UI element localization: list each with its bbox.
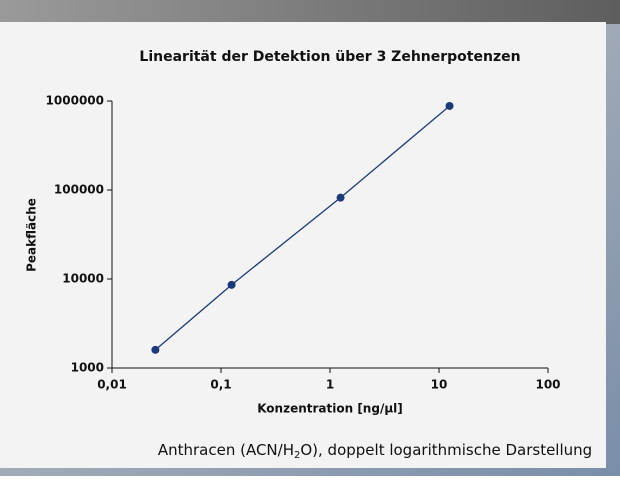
data-line (154, 105, 450, 351)
card (0, 22, 606, 468)
chart-title: Linearität der Detektion über 3 Zehnerpo… (139, 49, 520, 65)
caption-text: Anthracen (ACN/H (158, 441, 294, 459)
data-point (227, 280, 236, 289)
y-axis-label: Peakfläche (25, 198, 39, 272)
x-tick-label: 0,01 (97, 378, 127, 392)
top-band (0, 0, 620, 24)
caption-subscript: 2 (294, 450, 300, 461)
x-tick-label: 0,1 (210, 378, 231, 392)
y-tick-label: 10000 (62, 272, 104, 286)
y-tick-label: 1000000 (46, 94, 104, 108)
data-point (336, 193, 345, 202)
caption-text: O), doppelt logarithmische Darstellung (300, 441, 592, 459)
y-tick-label: 1000 (71, 361, 104, 375)
caption: Anthracen (ACN/H2O), doppelt logarithmis… (158, 441, 592, 462)
x-tick-label: 10 (431, 378, 448, 392)
x-axis-label: Konzentration [ng/µl] (257, 402, 403, 416)
x-tick-label: 1 (326, 378, 334, 392)
data-point (151, 345, 160, 354)
data-point (445, 101, 454, 110)
y-tick-label: 100000 (54, 183, 104, 197)
x-tick-label: 100 (535, 378, 560, 392)
